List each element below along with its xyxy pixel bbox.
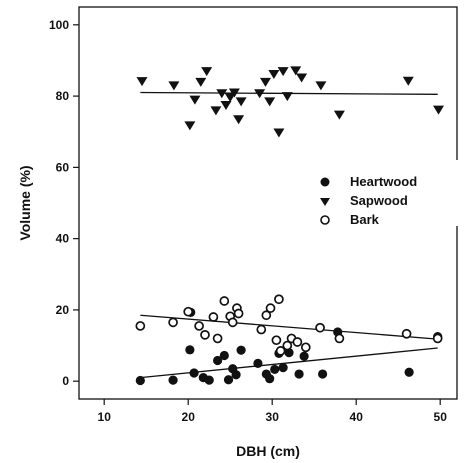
bark-point [315,322,325,333]
bark-point [271,335,282,346]
sapwood-point [136,77,148,87]
data-points [135,66,445,386]
heartwood-point [278,363,288,373]
bark-point [334,333,345,344]
legend-sapwood-label: Sapwood [350,193,408,208]
heartwood-point [294,369,304,379]
bark-point [292,337,303,347]
bark-point [261,310,272,321]
bark-point [194,321,204,331]
sapwood-point [201,67,213,77]
sapwood-point [235,97,247,107]
bark-point [227,317,238,328]
sapwood-point [264,97,276,107]
sapwood-point [195,77,207,87]
sapwood-point [189,95,201,105]
sapwood-point [315,81,327,91]
bark-point [274,294,284,305]
sapwood-point [184,121,196,131]
heartwood-point [168,375,178,385]
bark-point [168,317,178,328]
sapwood-point [233,115,245,125]
bark-point [300,342,311,353]
heartwood-point [253,358,263,368]
heartwood-point [189,368,199,378]
heartwood-point [299,351,309,361]
x-tick-label: 10 [98,410,112,424]
bark-point [282,340,293,351]
bark-point [212,333,223,344]
legend-bark-marker [320,215,330,225]
bark-point [219,296,230,306]
y-tick-label: 20 [56,303,70,317]
legend-heartwood-marker [320,177,330,187]
bark-point [135,321,146,331]
x-tick-label: 20 [182,410,196,424]
legend-heartwood-label: Heartwood [350,174,417,189]
bark-point [401,328,412,339]
sapwood-point [224,93,236,103]
y-axis-ticks: 0 20 40 60 80 100 [49,18,79,388]
sapwood-point [220,101,232,110]
sapwood-point [254,89,266,99]
heartwood-point [135,375,145,386]
bark-point [208,312,219,322]
sapwood-point [228,88,240,98]
sapwood-point [281,92,293,102]
bark-trend-line [140,314,438,340]
sapwood-point [290,66,302,76]
x-axis-label: DBH (cm) [236,443,300,459]
sapwood-point [433,105,445,115]
bark-point [265,303,276,313]
heartwood-point [236,345,246,355]
heartwood-point [185,345,195,355]
heartwood-point [404,367,414,377]
bark-point [183,306,194,317]
sapwood-point [268,69,280,79]
legend-bark-label: Bark [350,212,380,227]
heartwood-point [265,374,275,384]
y-tick-label: 80 [56,89,70,103]
bark-point [275,346,286,356]
y-tick-label: 100 [49,18,69,32]
x-tick-label: 40 [350,410,364,424]
sapwood-point [277,67,289,77]
legend-sapwood-marker [320,198,330,206]
sapwood-point [216,89,228,99]
y-tick-label: 40 [56,232,70,246]
bark-point [432,333,443,344]
heartwood-point [318,369,328,379]
x-axis-ticks: 10 20 30 40 50 [98,399,448,424]
sapwood-point [210,106,222,116]
bark-point [200,330,210,340]
heartwood-point [213,355,223,366]
x-tick-label: 30 [266,410,280,424]
legend: Heartwood Sapwood Bark [315,160,461,227]
y-tick-label: 60 [56,160,70,174]
heartwood-point [284,348,294,358]
heartwood-point [231,370,241,380]
heartwood-point [270,364,280,375]
heartwood-point [204,375,214,385]
heartwood-point [219,350,229,361]
heartwood-point [223,375,234,385]
y-tick-label: 0 [62,374,69,388]
sapwood-point [273,128,285,138]
x-tick-label: 50 [434,410,448,424]
sapwood-point [296,73,308,83]
sapwood-point [259,77,271,87]
y-axis-label: Volume (%) [17,165,33,240]
sapwood-point [168,81,180,91]
bark-point [233,308,244,319]
bark-point [256,324,267,335]
sapwood-point [333,110,345,120]
legend-box [315,160,461,226]
sapwood-point [402,76,414,86]
